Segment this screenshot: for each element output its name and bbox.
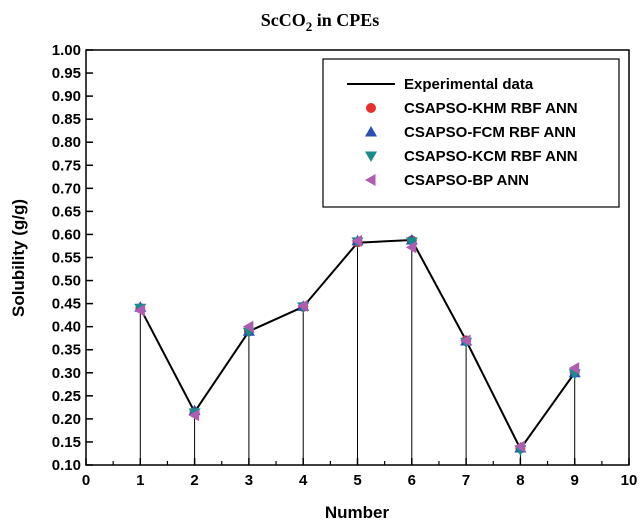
point-csapso-bp-ann [514,440,525,453]
legend: Experimental data CSAPSO-KHM RBF ANN CSAPS… [322,58,620,208]
x-tick-label: 8 [516,472,524,489]
legend-swatch-csapso-kcm-rbf-ann [365,151,377,162]
x-tick-label: 6 [408,472,416,489]
point-csapso-bp-ann [405,241,417,254]
y-tick-label: 0.55 [52,250,81,267]
y-tick-label: 0.75 [52,157,81,174]
point-csapso-bp-ann [297,299,308,312]
y-tick-label: 0.10 [52,457,81,474]
point-csapso-bp-ann [188,409,200,422]
legend-label: CSAPSO-FCM RBF ANN [404,124,576,141]
point-csapso-bp-ann [351,234,362,247]
x-tick-label: 2 [190,472,198,489]
x-tick-label: 0 [82,472,90,489]
y-tick-label: 0.70 [52,180,81,197]
y-tick-label: 0.95 [52,65,81,82]
point-csapso-kcm-rbf-ann [405,237,418,248]
legend-label: CSAPSO-BP ANN [404,172,529,189]
x-tick-label: 10 [621,472,638,489]
y-tick-label: 1.00 [52,42,81,59]
point-csapso-bp-ann [460,334,471,347]
x-tick-label: 7 [462,472,470,489]
y-tick-label: 0.40 [52,319,81,336]
x-tick-label: 9 [571,472,579,489]
y-tick-label: 0.50 [52,273,81,290]
x-tick-label: 3 [245,472,253,489]
y-tick-label: 0.85 [52,111,81,128]
y-tick-label: 0.20 [52,411,81,428]
y-tick-label: 0.35 [52,342,81,359]
point-csapso-bp-ann [242,320,254,333]
legend-swatch-csapso-khm-rbf-ann [366,103,376,113]
y-tick-label: 0.15 [52,434,81,451]
y-tick-label: 0.80 [52,134,81,151]
y-tick-label: 0.25 [52,388,81,405]
x-axis-title: Number [325,503,390,522]
legend-label: CSAPSO-KCM RBF ANN [404,148,578,165]
drop-lines [139,239,576,465]
x-tick-label: 1 [136,472,144,489]
y-axis: 0.10 0.15 0.20 0.25 0.30 0.35 0.40 0.45 0.50 0.55… [52,42,93,474]
y-tick-label: 0.65 [52,203,81,220]
y-axis-title: Solubility (g/g) [9,199,28,317]
legend-label: CSAPSO-KHM RBF ANN [404,100,578,117]
x-axis: 0 1 2 3 4 5 6 7 8 9 10 [82,458,638,489]
y-tick-label: 0.30 [52,365,81,382]
legend-label: Experimental data [404,76,534,93]
legend-swatch-csapso-bp-ann [365,174,376,186]
point-csapso-bp-ann [134,304,145,317]
legend-swatch-csapso-fcm-rbf-ann [365,126,377,137]
point-csapso-bp-ann [568,362,580,375]
data-markers [134,233,581,456]
x-tick-label: 5 [353,472,361,489]
y-tick-label: 0.90 [52,88,81,105]
chart-title: ScCO2 in CPEs [261,10,380,34]
x-tick-label: 4 [299,472,308,489]
y-tick-label: 0.45 [52,296,81,313]
y-tick-label: 0.60 [52,226,81,243]
